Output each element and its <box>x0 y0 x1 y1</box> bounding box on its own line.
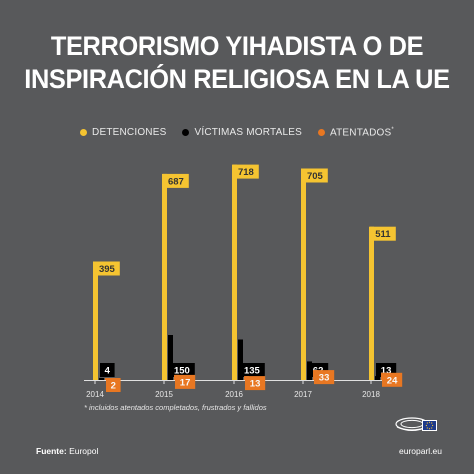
bar-victimas-2018 <box>375 376 380 380</box>
bar-detenciones-2014 <box>93 261 98 380</box>
data-label-atentados-2017: 33 <box>319 373 330 384</box>
data-label-atentados-2018: 24 <box>387 375 398 386</box>
legend-dot-victimas <box>182 129 190 137</box>
bar-victimas-2014 <box>99 378 104 380</box>
data-label-victimas-2016: 135 <box>244 366 261 377</box>
source: Fuente: Europol <box>36 446 98 456</box>
data-label-victimas-2015: 150 <box>174 366 190 377</box>
legend-item-victimas: VÍCTIMAS MORTALES <box>182 127 302 138</box>
bar-detenciones-2016 <box>232 164 237 380</box>
data-label-atentados-2016: 13 <box>250 379 261 390</box>
data-label-box-atentados-2015 <box>175 374 196 389</box>
data-label-detenciones-2015: 687 <box>168 176 184 187</box>
data-label-box-detenciones-2014 <box>94 261 120 276</box>
data-label-detenciones-2014: 395 <box>99 264 116 275</box>
data-label-detenciones-2016: 718 <box>238 167 254 178</box>
bar-detenciones-2015 <box>162 173 167 380</box>
data-label-box-atentados-2017 <box>314 370 335 385</box>
legend-label-victimas: VÍCTIMAS MORTALES <box>194 127 302 139</box>
legend-label-detenciones: DETENCIONES <box>92 127 167 139</box>
chart-title: TERRORISMO YIHADISTA O DE INSPIRACIÓN RE… <box>14 30 460 96</box>
data-label-box-victimas-2016 <box>239 363 265 377</box>
chart-legend: DETENCIONES VÍCTIMAS MORTALES ATENTADOS* <box>0 127 474 138</box>
chart-title-line-1: TERRORISMO YIHADISTA O DE <box>50 31 424 61</box>
data-label-detenciones-2017: 705 <box>307 171 324 182</box>
bar-detenciones-2017 <box>301 168 306 380</box>
x-tick-label-2014: 2014 <box>86 390 104 399</box>
chart-title-line-2: INSPIRACIÓN RELIGIOSA EN LA UE <box>24 64 450 94</box>
data-label-atentados-2014: 2 <box>111 381 116 392</box>
data-label-box-atentados-2016 <box>245 376 266 391</box>
bar-victimas-2016 <box>238 339 243 380</box>
legend-dot-atentados <box>317 129 325 137</box>
data-label-box-detenciones-2018 <box>370 226 396 241</box>
data-label-detenciones-2018: 511 <box>375 229 391 240</box>
data-label-box-detenciones-2016 <box>233 164 259 179</box>
bar-detenciones-2018 <box>369 226 374 380</box>
legend-asterisk: * <box>391 127 394 133</box>
legend-label-atentados-text: ATENTADOS <box>329 127 392 139</box>
x-tick-label-2017: 2017 <box>294 390 312 399</box>
x-tick-label-2018: 2018 <box>362 390 380 399</box>
data-label-victimas-2018: 13 <box>381 366 392 377</box>
data-label-box-victimas-2014 <box>100 363 115 377</box>
bar-victimas-2015 <box>168 335 173 380</box>
data-label-box-atentados-2014 <box>106 378 121 392</box>
source-value: Europol <box>69 446 99 456</box>
data-label-victimas-2014: 4 <box>105 366 111 377</box>
x-tick-label-2015: 2015 <box>155 390 173 399</box>
legend-label-atentados: ATENTADOS* <box>330 127 394 138</box>
data-label-atentados-2015: 17 <box>180 377 191 388</box>
data-label-box-victimas-2015 <box>169 363 195 377</box>
source-label: Fuente: <box>36 446 67 456</box>
legend-dot-detenciones <box>80 129 88 137</box>
footnote-text: incluidos atentados completados, frustra… <box>89 403 267 412</box>
legend-item-atentados: ATENTADOS* <box>317 127 394 138</box>
legend-item-detenciones: DETENCIONES <box>80 127 166 138</box>
data-label-box-detenciones-2017 <box>302 168 328 183</box>
european-parliament-logo-icon <box>395 417 437 431</box>
brand-link[interactable]: europarl.eu <box>399 446 443 456</box>
data-label-box-detenciones-2015 <box>163 173 189 188</box>
x-tick-label-2016: 2016 <box>225 390 243 399</box>
data-label-box-atentados-2018 <box>382 372 403 387</box>
footnote: * incluidos atentados completados, frust… <box>84 403 267 412</box>
footnote-marker: * <box>84 403 87 412</box>
